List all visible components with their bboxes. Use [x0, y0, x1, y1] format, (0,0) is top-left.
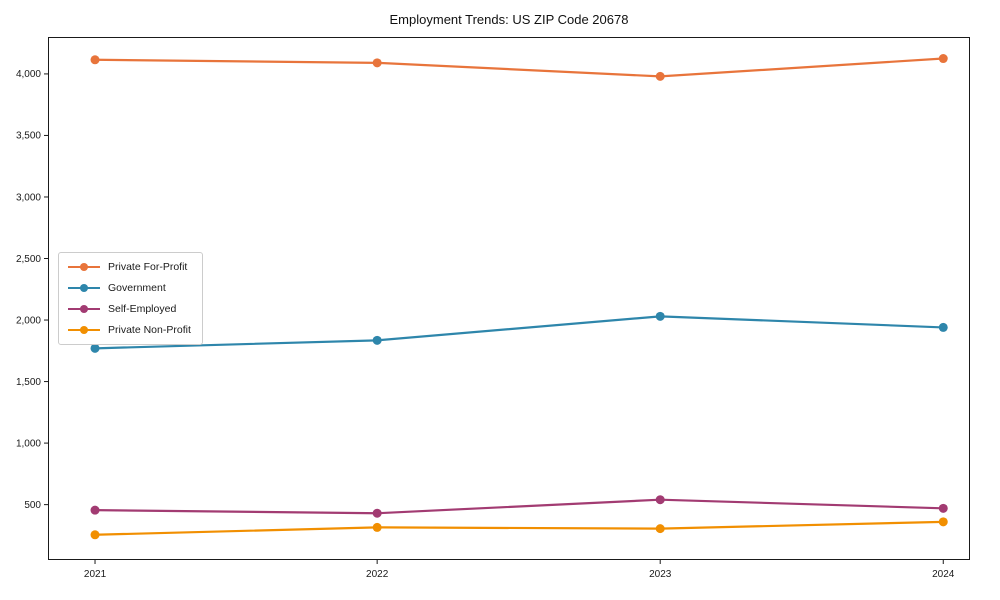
y-tick-label: 3,500	[16, 131, 41, 142]
legend-item: Government	[68, 280, 191, 296]
chart-legend: Private For-Profit Government Self-Employe…	[58, 252, 203, 345]
legend-line-marker-icon	[68, 304, 100, 314]
series-marker	[938, 503, 948, 513]
series-marker	[90, 505, 100, 515]
series-marker	[938, 517, 948, 527]
series-line	[94, 315, 944, 350]
series-marker	[938, 322, 948, 332]
legend-label: Self-Employed	[108, 303, 177, 315]
series-marker	[938, 54, 948, 64]
y-tick-label: 4,000	[16, 69, 41, 80]
legend-line-marker-icon	[68, 283, 100, 293]
series-marker	[655, 524, 665, 534]
x-tick-label: 2024	[932, 569, 955, 580]
legend-label: Government	[108, 282, 166, 294]
y-tick-label: 2,500	[16, 254, 41, 265]
series-marker	[90, 530, 100, 540]
legend-line-marker-icon	[68, 262, 100, 272]
legend-item: Private For-Profit	[68, 259, 191, 275]
legend-label: Private Non-Profit	[108, 324, 191, 336]
series-marker	[90, 343, 100, 353]
legend-line-marker-icon	[68, 325, 100, 335]
y-tick-label: 500	[24, 500, 41, 511]
x-tick-label: 2022	[366, 569, 389, 580]
legend-item: Private Non-Profit	[68, 322, 191, 338]
y-tick-label: 1,500	[16, 377, 41, 388]
series-marker	[372, 58, 382, 68]
x-tick-label: 2023	[649, 569, 672, 580]
legend-item: Self-Employed	[68, 301, 191, 317]
series-line	[95, 498, 944, 515]
y-tick-label: 3,000	[16, 192, 41, 203]
series-marker	[655, 71, 665, 81]
series-marker	[372, 508, 382, 518]
y-tick-label: 1,000	[16, 438, 41, 449]
series-line	[94, 520, 944, 536]
plot-border	[48, 37, 970, 560]
series-marker	[372, 522, 382, 532]
legend-label: Private For-Profit	[108, 261, 188, 273]
y-tick-label: 2,000	[16, 315, 41, 326]
series-line	[95, 57, 944, 78]
series-marker	[655, 311, 665, 321]
series-marker	[90, 55, 100, 65]
series-marker	[655, 495, 665, 505]
chart-title: Employment Trends: US ZIP Code 20678	[389, 12, 629, 27]
x-tick-label: 2021	[84, 569, 107, 580]
series-marker	[372, 335, 382, 345]
